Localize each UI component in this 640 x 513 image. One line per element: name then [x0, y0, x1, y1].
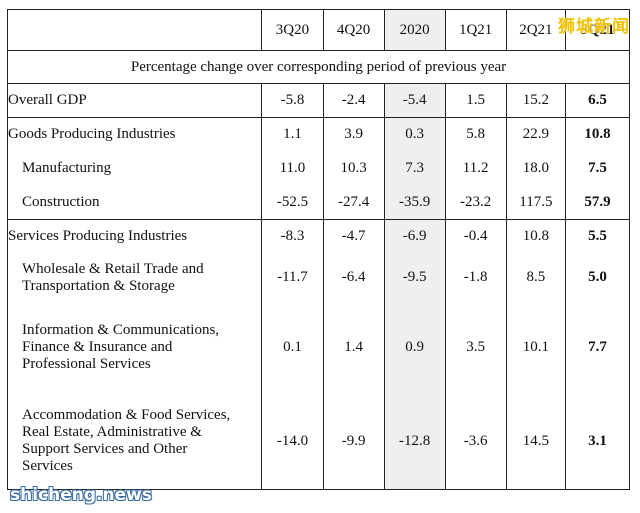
- table-cell: -5.8: [261, 83, 324, 118]
- table-cell: 7.7: [565, 301, 630, 394]
- table-cell: 0.3: [383, 117, 446, 152]
- table-cell: 1.5: [444, 83, 507, 118]
- table-row: Services Producing Industries -8.3 -4.7 …: [6, 219, 630, 254]
- row-label: Construction: [6, 185, 262, 220]
- column-header: 4Q20: [322, 9, 385, 51]
- column-header: 3Q20: [261, 9, 324, 51]
- table-cell: 7.5: [565, 151, 630, 186]
- table-cell: 117.5: [505, 185, 566, 220]
- table-cell: 1.4: [322, 301, 385, 394]
- table-cell: -23.2: [444, 185, 507, 220]
- table-cell: -9.5: [383, 253, 446, 302]
- table-row: Construction -52.5 -27.4 -35.9 -23.2 117…: [6, 185, 630, 220]
- row-label: Goods Producing Industries: [6, 117, 262, 152]
- table-cell: -27.4: [322, 185, 385, 220]
- row-label: Overall GDP: [6, 83, 262, 118]
- header-row: 3Q20 4Q20 2020 1Q21 2Q21 3Q21: [6, 9, 630, 51]
- table-cell: 8.5: [505, 253, 566, 302]
- table-cell: -6.9: [383, 219, 446, 254]
- table-subtitle: Percentage change over corresponding per…: [7, 50, 630, 84]
- table-cell: 5.8: [444, 117, 507, 152]
- table-row: Overall GDP -5.8 -2.4 -5.4 1.5 15.2 6.5: [6, 83, 630, 118]
- table-cell: 14.5: [505, 393, 566, 490]
- table-row: Wholesale & Retail Trade and Transportat…: [6, 253, 630, 302]
- row-label: Services Producing Industries: [6, 219, 262, 254]
- table-cell: 7.3: [383, 151, 446, 186]
- table-cell: 1.1: [261, 117, 324, 152]
- table-cell: 5.0: [565, 253, 630, 302]
- table-cell: 0.1: [261, 301, 324, 394]
- table-cell: -8.3: [261, 219, 324, 254]
- row-label: Information & Communications, Finance & …: [6, 301, 262, 394]
- table-cell: 11.0: [261, 151, 324, 186]
- table-cell: 15.2: [505, 83, 566, 118]
- table-cell: 22.9: [505, 117, 566, 152]
- table-cell: 3.5: [444, 301, 507, 394]
- table-cell: 10.1: [505, 301, 566, 394]
- table-cell: 10.8: [505, 219, 566, 254]
- watermark-bottom: shicheng.news: [10, 485, 152, 505]
- row-label: Wholesale & Retail Trade and Transportat…: [6, 253, 262, 302]
- column-header: 2Q21: [505, 9, 567, 51]
- table-cell: 3.1: [565, 393, 630, 490]
- table-cell: 18.0: [505, 151, 566, 186]
- watermark-top: 狮城新闻: [558, 17, 630, 37]
- table-cell: -0.4: [444, 219, 507, 254]
- table-cell: -5.4: [383, 83, 446, 118]
- column-header: 2020: [383, 9, 446, 51]
- table-cell: -52.5: [261, 185, 324, 220]
- table-row: Manufacturing 11.0 10.3 7.3 11.2 18.0 7.…: [6, 151, 630, 186]
- table-cell: 0.9: [383, 301, 446, 394]
- table-cell: -35.9: [383, 185, 446, 220]
- table-cell: -14.0: [261, 393, 324, 490]
- table-row: Information & Communications, Finance & …: [6, 301, 630, 394]
- table-cell: -3.6: [444, 393, 507, 490]
- gdp-growth-table: 3Q20 4Q20 2020 1Q21 2Q21 3Q21 Percentage…: [6, 9, 630, 490]
- table-cell: -1.8: [444, 253, 507, 302]
- table-cell: 10.8: [565, 117, 630, 152]
- subtitle-row: Percentage change over corresponding per…: [7, 50, 630, 84]
- table-row: Goods Producing Industries 1.1 3.9 0.3 5…: [6, 117, 630, 152]
- table-cell: 3.9: [322, 117, 385, 152]
- header-corner: [6, 9, 263, 51]
- table-cell: 5.5: [565, 219, 630, 254]
- column-header: 1Q21: [444, 9, 507, 51]
- table-cell: 10.3: [322, 151, 385, 186]
- table-cell: 11.2: [444, 151, 507, 186]
- row-label: Manufacturing: [6, 151, 262, 186]
- table-cell: -2.4: [322, 83, 385, 118]
- column-header: 3Q21: [565, 9, 630, 51]
- table-cell: -6.4: [322, 253, 385, 302]
- table-cell: 6.5: [565, 83, 630, 118]
- table-cell: -11.7: [261, 253, 324, 302]
- table-cell: 57.9: [565, 185, 630, 220]
- table-cell: -12.8: [383, 393, 446, 490]
- table-row: Accommodation & Food Services, Real Esta…: [6, 393, 630, 490]
- table-cell: -4.7: [322, 219, 385, 254]
- table-cell: -9.9: [322, 393, 385, 490]
- row-label: Accommodation & Food Services, Real Esta…: [6, 393, 262, 490]
